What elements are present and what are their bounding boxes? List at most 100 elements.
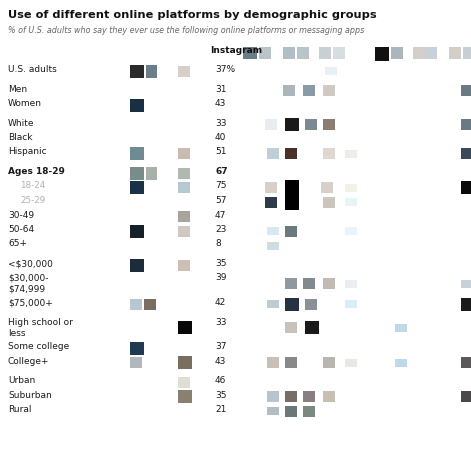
- Text: $30,000-
$74,999: $30,000- $74,999: [8, 274, 49, 293]
- Bar: [303, 392, 315, 402]
- Bar: [130, 166, 144, 180]
- Bar: [333, 47, 345, 59]
- Bar: [425, 47, 437, 59]
- Text: 39: 39: [215, 274, 227, 283]
- Bar: [285, 180, 299, 195]
- Bar: [267, 407, 279, 415]
- Bar: [267, 227, 279, 235]
- Bar: [146, 64, 157, 77]
- Bar: [178, 211, 190, 222]
- Bar: [461, 148, 471, 159]
- Bar: [283, 85, 295, 96]
- Bar: [178, 66, 190, 77]
- Bar: [285, 406, 297, 417]
- Bar: [461, 392, 471, 402]
- Text: 35: 35: [215, 391, 227, 400]
- Bar: [243, 47, 257, 59]
- Bar: [285, 392, 297, 402]
- Bar: [297, 47, 309, 59]
- Bar: [178, 356, 192, 369]
- Bar: [130, 342, 144, 355]
- Text: Use of different online platforms by demographic groups: Use of different online platforms by dem…: [8, 10, 377, 20]
- Bar: [461, 357, 471, 368]
- Bar: [178, 167, 190, 179]
- Text: 31: 31: [215, 85, 227, 94]
- Text: 8: 8: [215, 239, 221, 248]
- Bar: [285, 297, 299, 310]
- Bar: [391, 47, 403, 59]
- Bar: [178, 225, 190, 237]
- Bar: [345, 198, 357, 206]
- Bar: [323, 148, 335, 159]
- Text: 23: 23: [215, 225, 227, 234]
- Text: 25-29: 25-29: [20, 196, 45, 205]
- Text: Women: Women: [8, 99, 42, 108]
- Text: U.S. adults: U.S. adults: [8, 65, 57, 74]
- Bar: [265, 182, 277, 193]
- Bar: [285, 322, 297, 333]
- Bar: [285, 278, 297, 289]
- Text: 42: 42: [215, 298, 226, 307]
- Bar: [323, 278, 335, 289]
- Text: 57: 57: [215, 196, 227, 205]
- Bar: [283, 47, 295, 59]
- Bar: [285, 148, 297, 159]
- Bar: [323, 119, 335, 130]
- Text: 40: 40: [215, 133, 227, 142]
- Text: % of U.S. adults who say they ever use the following online platforms or messagi: % of U.S. adults who say they ever use t…: [8, 26, 364, 35]
- Text: 65+: 65+: [8, 239, 27, 248]
- Bar: [267, 392, 279, 402]
- Text: Black: Black: [8, 133, 32, 142]
- Text: Rural: Rural: [8, 405, 32, 414]
- Text: 37: 37: [215, 342, 227, 351]
- Bar: [323, 357, 335, 368]
- Bar: [305, 119, 317, 130]
- Text: Some college: Some college: [8, 342, 69, 351]
- Bar: [345, 359, 357, 367]
- Bar: [449, 47, 461, 59]
- Bar: [345, 184, 357, 192]
- Bar: [178, 182, 190, 193]
- Bar: [345, 149, 357, 158]
- Text: 18-24: 18-24: [20, 181, 45, 190]
- Text: Ages 18-29: Ages 18-29: [8, 167, 65, 176]
- Text: 51: 51: [215, 148, 227, 157]
- Bar: [395, 324, 407, 332]
- Bar: [285, 357, 297, 368]
- Bar: [345, 300, 357, 308]
- Text: $75,000+: $75,000+: [8, 298, 53, 307]
- Bar: [130, 181, 144, 194]
- Bar: [463, 47, 471, 59]
- Text: 21: 21: [215, 405, 227, 414]
- Bar: [267, 357, 279, 368]
- Bar: [461, 85, 471, 96]
- Bar: [265, 119, 277, 130]
- Bar: [130, 225, 144, 238]
- Bar: [395, 359, 407, 367]
- Bar: [325, 67, 337, 75]
- Bar: [130, 99, 144, 112]
- Bar: [178, 390, 192, 403]
- Bar: [178, 377, 190, 388]
- Text: High school or
less: High school or less: [8, 318, 73, 338]
- Text: Men: Men: [8, 85, 27, 94]
- Bar: [285, 225, 297, 237]
- Bar: [323, 197, 335, 207]
- Bar: [305, 321, 319, 334]
- Bar: [323, 392, 335, 402]
- Bar: [285, 194, 299, 210]
- Bar: [267, 242, 279, 249]
- Bar: [178, 321, 192, 334]
- Bar: [319, 47, 331, 59]
- Bar: [265, 197, 277, 207]
- Bar: [285, 118, 299, 131]
- Bar: [413, 47, 425, 59]
- Bar: [267, 300, 279, 308]
- Bar: [146, 166, 157, 180]
- Text: 37%: 37%: [215, 65, 235, 74]
- Bar: [305, 299, 317, 310]
- Text: Instagram: Instagram: [210, 46, 262, 55]
- Bar: [461, 279, 471, 288]
- Bar: [259, 47, 271, 59]
- Bar: [130, 258, 144, 271]
